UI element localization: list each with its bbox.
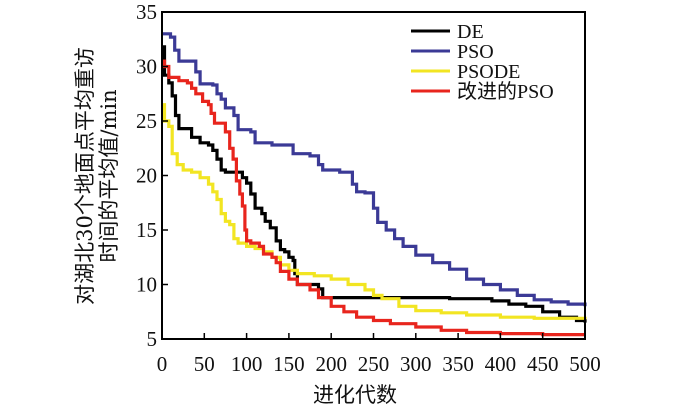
x-tick-label: 250 [358, 352, 390, 376]
x-tick-label: 350 [442, 352, 474, 376]
x-tick-label: 100 [231, 352, 263, 376]
y-tick-label: 15 [136, 218, 157, 242]
x-tick-label: 200 [315, 352, 347, 376]
y-tick-label: 25 [136, 109, 157, 133]
x-tick-label: 450 [527, 352, 559, 376]
legend-label-0: DE [457, 21, 484, 43]
legend-label-2: PSODE [457, 61, 520, 83]
x-tick-label: 50 [194, 352, 215, 376]
x-tick-label: 0 [157, 352, 168, 376]
y-axis-label-line1: 对湖北30个地面点平均重访 [73, 47, 97, 305]
x-axis: 0 50 100 150 200 250 300 350 400 450 500 [157, 333, 601, 376]
x-tick-label: 500 [569, 352, 601, 376]
series-layer [162, 32, 587, 337]
x-axis-label: 进化代数 [313, 383, 397, 407]
y-axis: 5 10 15 20 25 30 35 [136, 0, 168, 351]
series-line-0 [162, 45, 587, 323]
series-line-2 [162, 103, 587, 320]
legend-label-1: PSO [457, 41, 494, 63]
y-tick-label: 35 [136, 0, 157, 24]
legend-label-3: 改进的PSO [457, 80, 554, 103]
x-tick-label: 150 [273, 352, 305, 376]
y-tick-label: 30 [136, 55, 157, 79]
y-tick-label: 5 [147, 327, 158, 351]
x-tick-label: 400 [485, 352, 517, 376]
y-tick-label: 10 [136, 273, 157, 297]
x-tick-label: 300 [400, 352, 432, 376]
series-line-3 [162, 59, 585, 337]
series-line-1 [162, 32, 587, 307]
y-axis-label-line2: 时间的平均值/min [97, 89, 121, 262]
y-tick-label: 20 [136, 164, 157, 188]
